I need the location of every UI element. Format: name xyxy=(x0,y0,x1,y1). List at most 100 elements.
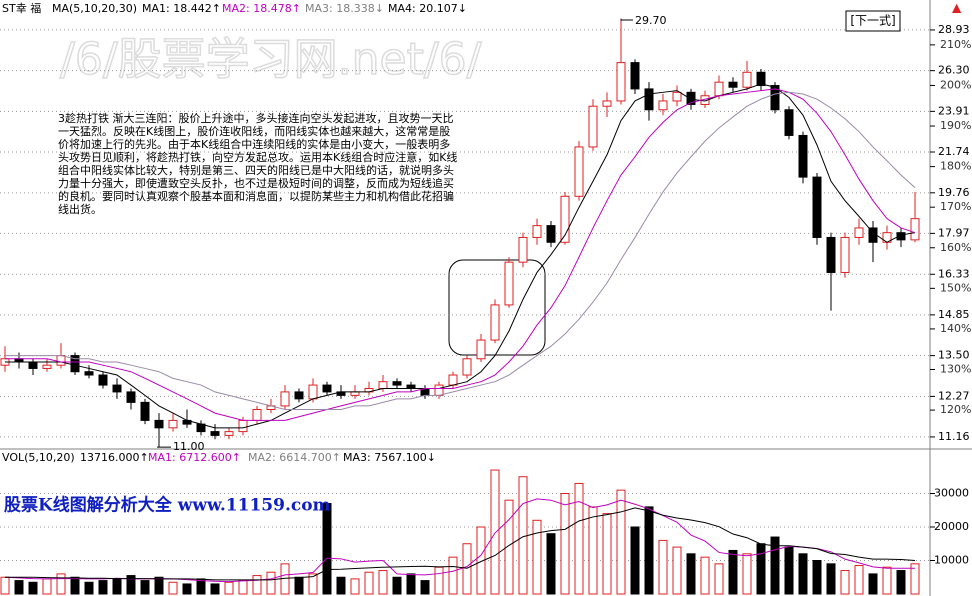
y2-tick-label: 120% xyxy=(940,403,971,416)
candle-body xyxy=(98,374,108,386)
volume-bar xyxy=(504,499,514,595)
peak-label: 29.70 xyxy=(635,14,667,27)
volume-bar xyxy=(826,563,836,595)
volume-bar xyxy=(322,503,332,595)
volume-bar xyxy=(616,489,626,595)
volume-bar xyxy=(154,576,164,595)
candle-body xyxy=(84,371,94,376)
y-tick-label: 26.30 xyxy=(938,64,970,77)
legend-item: MA3: 7567.100↓ xyxy=(343,451,436,464)
volume-bar xyxy=(28,581,38,595)
highlight-box xyxy=(448,259,546,356)
candle-body xyxy=(518,236,528,263)
legend-item: MA1: 6712.600↑ xyxy=(148,451,241,464)
candle-body xyxy=(532,225,542,238)
volume-bar xyxy=(560,492,570,595)
volume-bar xyxy=(770,536,780,595)
ma-line xyxy=(5,91,916,410)
candle-body xyxy=(392,381,402,386)
volume-bar xyxy=(476,526,486,595)
volume-bar xyxy=(56,573,66,595)
y2-tick-label: 200% xyxy=(940,78,971,91)
volume-bar xyxy=(630,526,640,595)
footer-title: 股票K线图解分析大全 www.11159.com xyxy=(4,495,331,516)
legend-item: MA4: 20.107↓ xyxy=(388,2,467,15)
candle-body xyxy=(840,236,850,273)
legend-item: 13716.000↑ xyxy=(80,451,149,464)
volume-bar xyxy=(672,546,682,595)
volume-bar xyxy=(140,580,150,595)
y2-tick-label: 180% xyxy=(940,160,971,173)
candle-body xyxy=(616,62,626,102)
candle-body xyxy=(602,100,612,107)
volume-bar xyxy=(728,549,738,595)
candle-body xyxy=(742,71,752,88)
volume-bar xyxy=(42,578,52,595)
candle-body xyxy=(854,227,864,238)
y-tick-label: 12.27 xyxy=(938,389,970,402)
candle-body xyxy=(560,195,570,243)
y-tick-label: 11.16 xyxy=(938,430,970,443)
volume-bar xyxy=(252,575,262,595)
candle-body xyxy=(28,361,38,369)
candle-body xyxy=(308,384,318,400)
volume-bar xyxy=(448,556,458,595)
legend-item: MA2: 18.478↑ xyxy=(222,2,301,15)
volume-bar xyxy=(224,581,234,595)
candle-body xyxy=(686,91,696,105)
volume-bar xyxy=(336,576,346,595)
volume-bar xyxy=(798,553,808,595)
next-button-label[interactable]: [下一式] xyxy=(850,14,895,28)
volume-bar xyxy=(434,566,444,595)
volume-bar xyxy=(868,573,878,595)
y-tick-label: 28.93 xyxy=(938,23,970,36)
candle-body xyxy=(42,364,52,369)
candle-body xyxy=(812,176,822,238)
volume-bar xyxy=(756,543,766,595)
volume-bar xyxy=(392,576,402,595)
volume-bar xyxy=(518,476,528,595)
volume-bar xyxy=(308,573,318,595)
volume-bar xyxy=(364,571,374,595)
candle-body xyxy=(714,81,724,97)
watermark: /6/股票学习网.net/6/ xyxy=(60,34,482,85)
y2-tick-label: 170% xyxy=(940,200,971,213)
volume-bar xyxy=(406,573,416,595)
volume-bar xyxy=(84,581,94,595)
volume-bar xyxy=(238,580,248,595)
ma-line xyxy=(5,83,916,429)
y-tick-label: 13.50 xyxy=(938,349,970,362)
next-button[interactable] xyxy=(845,10,901,32)
volume-bar xyxy=(784,546,794,595)
candle-body xyxy=(784,109,794,136)
y2-tick-label: 210% xyxy=(940,38,971,51)
candle-body xyxy=(490,304,500,341)
volume-bar xyxy=(700,556,710,595)
candle-body xyxy=(630,62,640,90)
y-tick-label: 10000 xyxy=(934,553,969,566)
arrow-icon: ▲ xyxy=(952,1,962,15)
annotation-text: 3趁热打铁 渐大三连阳：股价上升途中，多头接连向空头发起进攻，且攻势一天比一天猛… xyxy=(58,112,458,216)
volume-bar xyxy=(546,533,556,595)
stock-name: ST幸 福 xyxy=(2,1,41,15)
y2-tick-label: 130% xyxy=(940,362,971,375)
volume-bar xyxy=(644,506,654,595)
legend-item: MA3: 18.338↓ xyxy=(305,2,384,15)
y2-tick-label: 140% xyxy=(940,322,971,335)
volume-bar xyxy=(742,553,752,595)
y-tick-label: 16.33 xyxy=(938,267,970,280)
candle-body xyxy=(434,384,444,396)
volume-bar xyxy=(854,565,864,595)
volume-bar xyxy=(126,575,136,595)
volume-bar xyxy=(420,580,430,595)
y-tick-label: 30000 xyxy=(934,486,969,499)
candle-body xyxy=(672,91,682,102)
volume-bar xyxy=(210,583,220,595)
y-tick-label: 20000 xyxy=(934,520,969,533)
volume-bar xyxy=(882,566,892,595)
volume-bar xyxy=(812,559,822,595)
volume-bar xyxy=(14,580,24,595)
volume-bar xyxy=(714,563,724,595)
